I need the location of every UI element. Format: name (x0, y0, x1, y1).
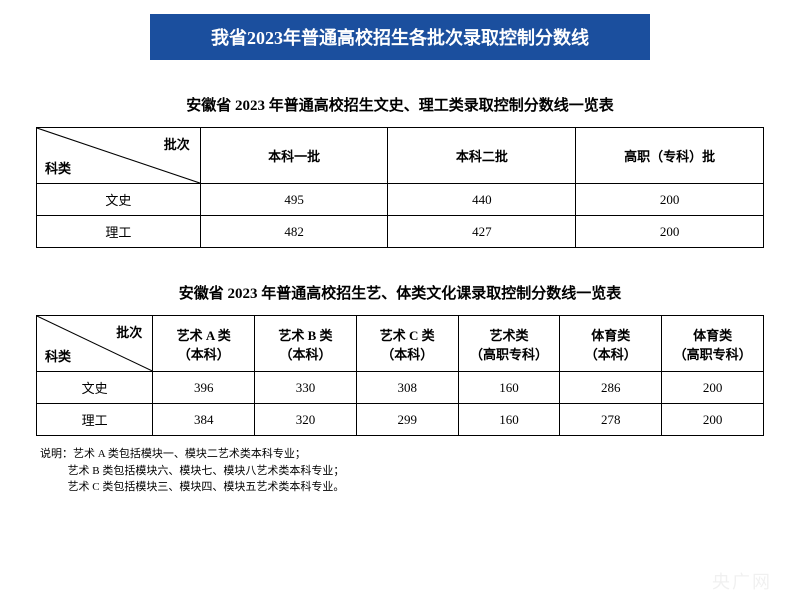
col-header: 艺术类（高职专科） (458, 316, 560, 372)
table-row: 理工 384 320 299 160 278 200 (37, 404, 764, 436)
table2-title: 安徽省 2023 年普通高校招生艺、体类文化课录取控制分数线一览表 (36, 282, 764, 303)
col-header: 本科二批 (388, 128, 576, 184)
cell: 495 (200, 184, 388, 216)
table-row: 文史 495 440 200 (37, 184, 764, 216)
cell: 482 (200, 216, 388, 248)
col-header: 高职（专科）批 (576, 128, 764, 184)
col-header: 体育类（本科） (560, 316, 662, 372)
cell: 308 (356, 372, 458, 404)
cell: 299 (356, 404, 458, 436)
note-line: 艺术 B 类包括模块六、模块七、模块八艺术类本科专业； (68, 465, 345, 477)
table-row: 批次 科类 艺术 A 类（本科） 艺术 B 类（本科） 艺术 C 类（本科） 艺… (37, 316, 764, 372)
row-label: 文史 (37, 372, 153, 404)
table1-section: 安徽省 2023 年普通高校招生文史、理工类录取控制分数线一览表 批次 科类 本… (0, 94, 800, 248)
diag-bot-label: 科类 (45, 346, 71, 365)
cell: 320 (255, 404, 357, 436)
cell: 396 (153, 372, 255, 404)
diag-top-label: 批次 (164, 134, 190, 153)
watermark: 央广网 (712, 568, 772, 594)
page-banner: 我省2023年普通高校招生各批次录取控制分数线 (150, 14, 650, 60)
cell: 286 (560, 372, 662, 404)
cell: 330 (255, 372, 357, 404)
row-label: 理工 (37, 404, 153, 436)
table1-title: 安徽省 2023 年普通高校招生文史、理工类录取控制分数线一览表 (36, 94, 764, 115)
notes-prefix: 说明： (40, 448, 73, 460)
diag-header: 批次 科类 (37, 316, 153, 372)
note-line: 艺术 C 类包括模块三、模块四、模块五艺术类本科专业。 (68, 481, 345, 493)
table2-section: 安徽省 2023 年普通高校招生艺、体类文化课录取控制分数线一览表 批次 科类 … (0, 282, 800, 496)
col-header: 体育类（高职专科） (662, 316, 764, 372)
cell: 160 (458, 404, 560, 436)
cell: 200 (576, 216, 764, 248)
cell: 440 (388, 184, 576, 216)
table-row: 理工 482 427 200 (37, 216, 764, 248)
notes: 说明：艺术 A 类包括模块一、模块二艺术类本科专业； 艺术 B 类包括模块六、模… (36, 446, 764, 496)
table-row: 批次 科类 本科一批 本科二批 高职（专科）批 (37, 128, 764, 184)
col-header: 艺术 A 类（本科） (153, 316, 255, 372)
table-row: 文史 396 330 308 160 286 200 (37, 372, 764, 404)
note-line: 艺术 A 类包括模块一、模块二艺术类本科专业； (73, 448, 306, 460)
cell: 427 (388, 216, 576, 248)
col-header: 艺术 C 类（本科） (356, 316, 458, 372)
cell: 384 (153, 404, 255, 436)
table2: 批次 科类 艺术 A 类（本科） 艺术 B 类（本科） 艺术 C 类（本科） 艺… (36, 315, 764, 436)
row-label: 理工 (37, 216, 201, 248)
col-header: 艺术 B 类（本科） (255, 316, 357, 372)
table1: 批次 科类 本科一批 本科二批 高职（专科）批 文史 495 440 200 理… (36, 127, 764, 248)
diag-bot-label: 科类 (45, 158, 71, 177)
cell: 200 (662, 372, 764, 404)
diag-header: 批次 科类 (37, 128, 201, 184)
cell: 200 (662, 404, 764, 436)
col-header: 本科一批 (200, 128, 388, 184)
row-label: 文史 (37, 184, 201, 216)
cell: 200 (576, 184, 764, 216)
diag-top-label: 批次 (116, 322, 142, 341)
cell: 278 (560, 404, 662, 436)
cell: 160 (458, 372, 560, 404)
